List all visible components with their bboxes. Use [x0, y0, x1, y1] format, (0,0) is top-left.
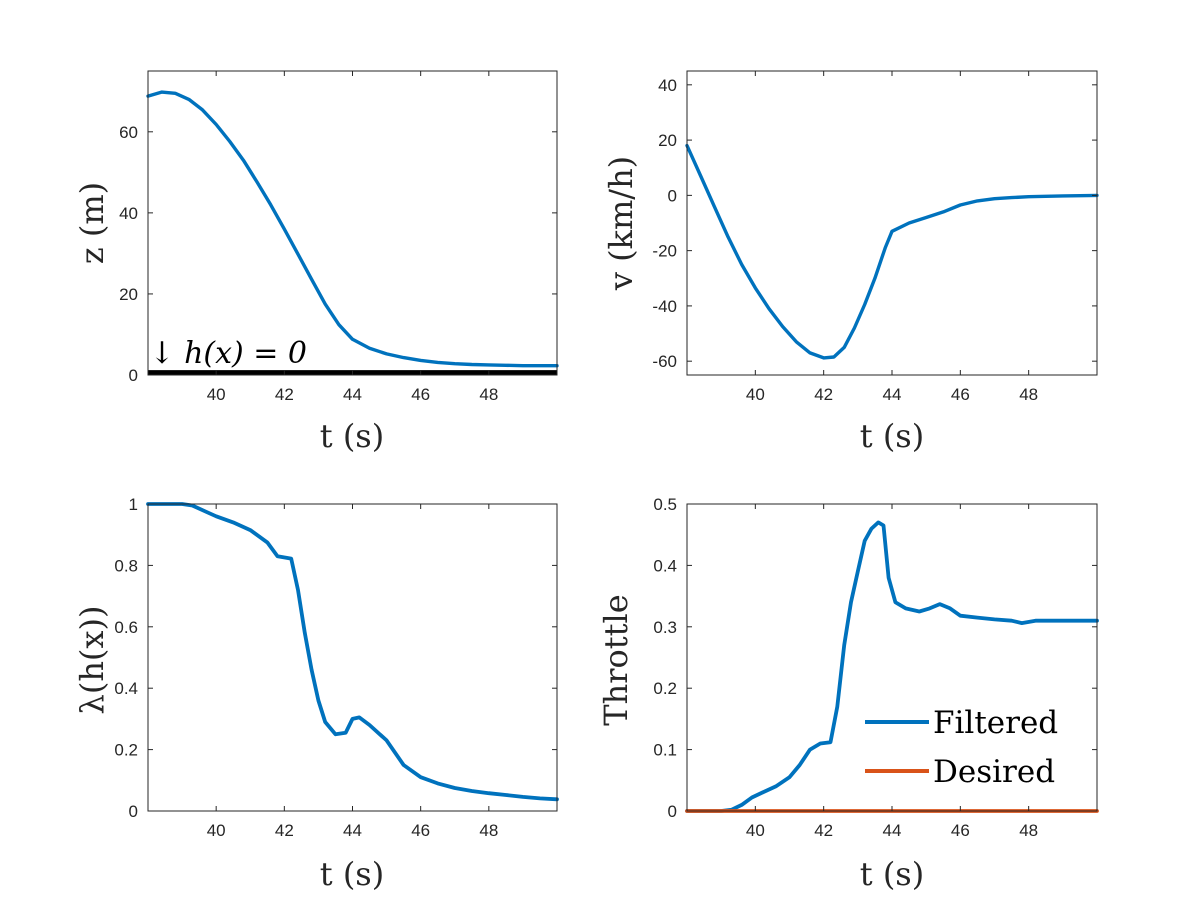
y-tick-label: 0.5: [653, 495, 677, 514]
y-tick-label: -60: [652, 352, 677, 371]
x-tick-label: 46: [411, 385, 430, 404]
plot-background: [148, 71, 557, 375]
plot-background: [687, 71, 1097, 375]
x-tick-label: 40: [207, 821, 226, 840]
y-tick-label: 0.3: [653, 618, 677, 637]
x-tick-label: 42: [814, 385, 833, 404]
subplot-throttle: 40 42 44 46 48 0 0.1 0.2 0.3 0.4 0.5 Filtered Desire…: [597, 495, 1099, 893]
x-tick-label: 46: [411, 821, 430, 840]
y-axis-label: z (m): [73, 182, 111, 264]
series-line-lambda: [146, 502, 559, 802]
y-tick-label: 40: [658, 76, 677, 95]
x-tick-label: 40: [746, 385, 765, 404]
legend-label-desired: Desired: [933, 754, 1055, 790]
x-axis-label: t (s): [860, 855, 924, 893]
series-line-v: [685, 143, 1099, 360]
y-axis-label: v (km/h): [602, 156, 640, 291]
x-tick-label: 46: [951, 821, 970, 840]
y-tick-label: 0: [129, 802, 138, 821]
subplot-lambda: 40 42 44 46 48 0 0.2 0.4 0.6 0.8 1 t (s) λ(h(x)): [73, 495, 559, 893]
x-axis-label: t (s): [860, 417, 924, 455]
y-tick-label: 0: [129, 366, 138, 385]
x-tick-label: 44: [883, 821, 902, 840]
legend-label-filtered: Filtered: [933, 705, 1058, 741]
y-tick-label: 0: [668, 186, 677, 205]
x-tick-label: 48: [1019, 385, 1038, 404]
x-tick-label: 42: [814, 821, 833, 840]
y-tick-label: 0.2: [114, 741, 138, 760]
series-line-filtered: [685, 520, 1099, 813]
y-tick-label: 0.4: [114, 679, 138, 698]
y-tick-label: 0.4: [653, 556, 677, 575]
plot-background: [148, 504, 557, 811]
x-tick-label: 40: [207, 385, 226, 404]
y-tick-label: 20: [119, 285, 138, 304]
x-axis-label: t (s): [320, 417, 384, 455]
x-tick-label: 42: [275, 821, 294, 840]
y-tick-label: 0.8: [114, 556, 138, 575]
y-tick-label: 0.6: [114, 618, 138, 637]
y-tick-label: 0.1: [653, 741, 677, 760]
boundary-annotation: ↓ h(x) = 0: [149, 336, 307, 371]
legend: Filtered Desired: [865, 705, 1058, 790]
x-tick-label: 44: [343, 385, 362, 404]
x-tick-label: 48: [479, 385, 498, 404]
x-tick-label: 48: [1019, 821, 1038, 840]
y-tick-label: 1: [129, 495, 138, 514]
x-tick-label: 44: [343, 821, 362, 840]
subplot-velocity: 40 42 44 46 48 -60 -40 -20 0 20 40 t (s) v (km/h): [602, 70, 1099, 455]
x-tick-label: 44: [883, 385, 902, 404]
y-axis-label: λ(h(x)): [73, 606, 111, 715]
subplot-altitude: 40 42 44 46 48 0 20 40 60 ↓ h(x) = 0 t (s) z (m): [73, 70, 559, 455]
x-tick-label: 40: [746, 821, 765, 840]
plot-background: [687, 504, 1097, 811]
y-tick-label: 0: [668, 802, 677, 821]
x-tick-label: 48: [479, 821, 498, 840]
y-tick-label: 60: [119, 123, 138, 142]
x-tick-label: 46: [951, 385, 970, 404]
y-tick-label: 40: [119, 204, 138, 223]
y-axis-label: Throttle: [597, 594, 635, 725]
y-tick-label: 0.2: [653, 679, 677, 698]
y-tick-label: -20: [652, 242, 677, 261]
x-tick-label: 42: [275, 385, 294, 404]
y-tick-label: 20: [658, 131, 677, 150]
series-line-z: [146, 90, 559, 368]
y-tick-label: -40: [652, 297, 677, 316]
x-axis-label: t (s): [320, 855, 384, 893]
